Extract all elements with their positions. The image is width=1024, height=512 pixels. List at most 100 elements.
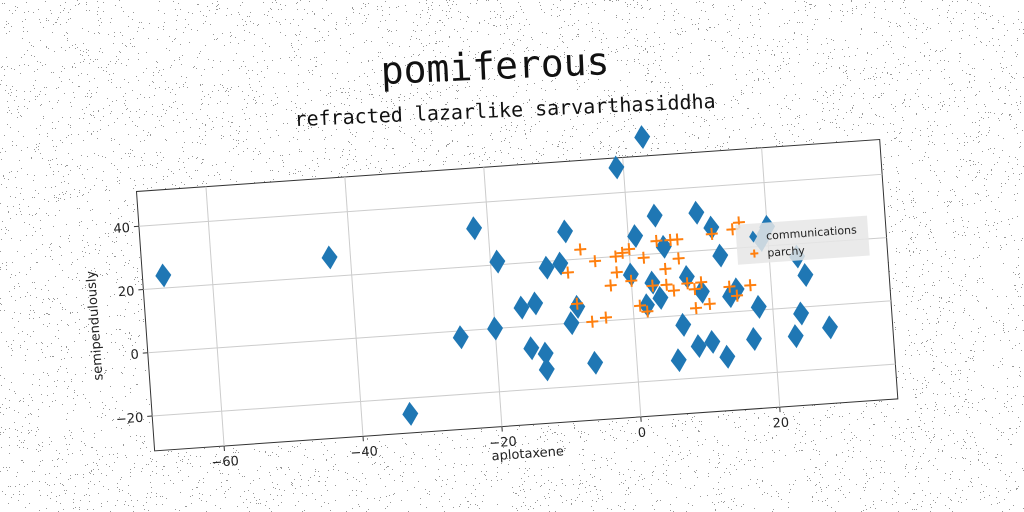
y-axis-ticks: −20 0 20 40 <box>113 221 153 428</box>
data-point-parchy <box>705 227 718 240</box>
plot-area <box>135 138 899 452</box>
data-point-parchy <box>609 250 622 263</box>
data-point-communications <box>537 341 554 366</box>
x-grid-line <box>205 186 225 447</box>
data-point-communications <box>487 316 504 341</box>
legend-label-parchy: parchy <box>767 244 806 260</box>
x-grid-line <box>344 176 364 437</box>
data-point-communications <box>563 311 580 336</box>
data-point-parchy <box>689 302 703 315</box>
data-point-communications <box>719 344 736 369</box>
data-point-parchy <box>695 276 708 289</box>
legend-marker-parchy <box>750 249 759 258</box>
data-point-parchy <box>637 251 650 264</box>
data-point-communications <box>634 125 651 150</box>
data-point-parchy <box>659 262 672 275</box>
x-tick-label: −60 <box>211 454 239 471</box>
data-point-parchy <box>625 274 638 287</box>
data-point-communications <box>452 325 469 350</box>
data-point-communications <box>608 155 625 180</box>
data-point-parchy <box>616 246 629 259</box>
x-axis-ticks: −60 −40 −20 0 20 <box>211 407 790 471</box>
data-point-parchy <box>623 243 636 256</box>
y-tick-label: 0 <box>130 347 139 363</box>
data-point-communications <box>627 224 644 249</box>
legend: communications parchy <box>735 215 870 265</box>
legend-label-communications: communications <box>766 223 858 242</box>
x-grid-line <box>483 167 503 427</box>
data-point-parchy <box>672 252 685 265</box>
data-point-communications <box>402 401 419 426</box>
data-point-parchy <box>703 297 716 311</box>
data-point-communications <box>538 357 555 382</box>
data-point-communications <box>652 285 669 310</box>
legend-marker-communications <box>749 230 758 243</box>
x-grid-line <box>761 147 781 408</box>
data-point-parchy <box>723 280 736 293</box>
data-points <box>155 125 838 426</box>
data-point-communications <box>712 243 729 268</box>
data-point-communications <box>722 284 739 309</box>
data-point-communications <box>513 295 530 320</box>
data-point-parchy <box>633 299 647 312</box>
y-tick-label: 40 <box>113 221 131 237</box>
data-point-parchy <box>688 283 701 296</box>
y-grid-line <box>147 300 891 354</box>
data-point-parchy <box>571 297 584 310</box>
data-point-communications <box>466 216 483 241</box>
y-grid-line <box>152 363 896 417</box>
data-point-communications <box>797 263 814 288</box>
x-axis-label: aplotaxene <box>491 444 564 464</box>
data-point-parchy <box>586 315 599 328</box>
data-point-parchy <box>671 233 684 246</box>
data-point-parchy <box>574 243 587 256</box>
data-point-communications <box>675 312 692 337</box>
data-point-communications <box>587 350 604 375</box>
x-tick-label: −20 <box>489 435 517 452</box>
y-axis-label: semipendulously <box>84 270 107 381</box>
data-point-communications <box>746 327 763 351</box>
legend-box <box>735 215 870 265</box>
data-point-communications <box>538 255 555 280</box>
data-point-parchy <box>599 311 613 324</box>
data-point-communications <box>557 219 574 244</box>
x-tick-label: 0 <box>637 426 646 442</box>
data-point-parchy <box>588 255 602 268</box>
x-tick-label: 20 <box>772 416 790 432</box>
data-point-parchy <box>667 284 680 297</box>
data-point-communications <box>155 263 172 288</box>
y-tick-label: 20 <box>117 284 135 300</box>
data-point-communications <box>552 251 569 276</box>
data-point-parchy <box>730 289 744 302</box>
data-point-communications <box>793 301 810 326</box>
data-point-communications <box>690 334 707 359</box>
data-point-communications <box>646 203 663 228</box>
data-point-parchy <box>604 279 617 292</box>
data-point-communications <box>787 324 804 349</box>
data-point-communications <box>822 315 838 340</box>
data-point-communications <box>527 291 544 316</box>
data-point-parchy <box>641 305 654 318</box>
x-grid-line <box>622 157 642 417</box>
data-point-parchy <box>660 278 673 291</box>
data-point-parchy <box>681 277 694 290</box>
data-point-parchy <box>610 266 623 279</box>
data-point-parchy <box>646 279 659 292</box>
data-point-communications <box>750 294 767 319</box>
data-point-parchy <box>561 266 574 279</box>
data-point-communications <box>688 200 705 225</box>
x-tick-label: −40 <box>350 444 378 461</box>
data-point-communications <box>670 348 687 373</box>
data-point-communications <box>321 245 338 270</box>
y-grid-line <box>138 173 883 227</box>
grid-lines <box>138 147 896 447</box>
data-point-parchy <box>650 234 663 248</box>
data-point-communications <box>704 329 721 354</box>
data-point-communications <box>693 279 710 304</box>
data-point-communications <box>489 249 506 274</box>
data-point-communications <box>523 336 540 361</box>
y-tick-label: −20 <box>115 411 143 428</box>
data-point-parchy <box>744 279 757 292</box>
